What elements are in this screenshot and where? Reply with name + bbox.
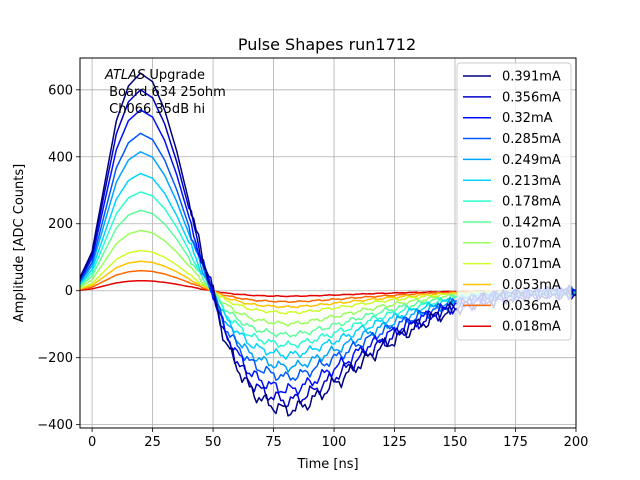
y-axis-label: Amplitude [ADC Counts] (12, 164, 27, 322)
x-tick-label: 150 (443, 435, 468, 450)
y-tick-label: −200 (37, 351, 73, 366)
atlas-annotation: ATLAS Upgrade Board 634 25ohm Ch066 35dB… (104, 68, 226, 117)
axes-frame (79, 57, 577, 429)
x-axis-label: Time [ns] (296, 457, 358, 472)
legend-label: 0.036mA (502, 299, 561, 314)
y-tick-label: −400 (37, 418, 73, 433)
legend-label: 0.32mA (502, 111, 553, 126)
legend-label: 0.053mA (502, 278, 561, 293)
legend-label: 0.071mA (502, 257, 561, 272)
legend-label: 0.249mA (502, 153, 561, 168)
x-tick-label: 125 (382, 435, 407, 450)
y-tick-label: 600 (48, 83, 73, 98)
y-tick-label: 0 (65, 284, 73, 299)
x-tick-label: 0 (88, 435, 96, 450)
legend-label: 0.391mA (502, 70, 561, 85)
x-tick-label: 25 (144, 435, 161, 450)
legend-label: 0.356mA (502, 90, 561, 105)
upgrade-label: Upgrade (145, 68, 205, 83)
svg-text:ATLAS Upgrade: ATLAS Upgrade (104, 68, 205, 83)
y-tick-label: 200 (48, 217, 73, 232)
legend-label: 0.213mA (502, 174, 561, 189)
legend-label: 0.018mA (502, 320, 561, 335)
legend: 0.391mA 0.356mA 0.32mA 0.285mA 0.249mA 0.213m… (456, 62, 572, 341)
legend-label: 0.142mA (502, 215, 561, 230)
legend-frame (456, 62, 572, 341)
board-label: Board 634 25ohm (105, 85, 226, 100)
legend-label: 0.285mA (502, 132, 561, 147)
channel-label: Ch066 35dB hi (105, 102, 205, 117)
x-tick-label: 200 (564, 435, 589, 450)
chart-title: Pulse Shapes run1712 (238, 35, 416, 54)
legend-label: 0.178mA (502, 195, 561, 210)
x-axis: 0 25 50 75 100 125 150 175 200 (88, 428, 588, 450)
x-tick-label: 100 (322, 435, 347, 450)
x-tick-label: 50 (205, 435, 222, 450)
atlas-label: ATLAS (104, 68, 145, 83)
x-tick-label: 75 (265, 435, 282, 450)
y-tick-label: 400 (48, 150, 73, 165)
y-axis: −400 −200 0 200 400 600 (37, 83, 80, 433)
legend-label: 0.107mA (502, 236, 561, 251)
x-tick-label: 175 (503, 435, 528, 450)
